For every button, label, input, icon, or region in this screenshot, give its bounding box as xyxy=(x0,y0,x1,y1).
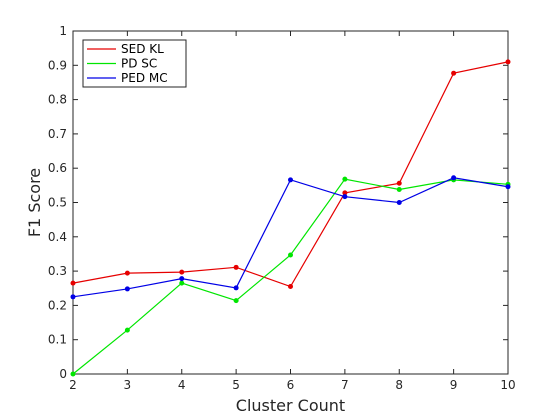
plot-frame xyxy=(72,30,509,375)
data-point xyxy=(505,59,511,65)
x-axis-label: Cluster Count xyxy=(236,396,345,415)
data-point xyxy=(124,270,130,276)
data-point xyxy=(70,294,76,300)
y-tick-label: 0.3 xyxy=(48,264,67,278)
y-tick-label: 0 xyxy=(59,367,67,381)
series-sed-kl xyxy=(70,59,511,290)
legend-label: SED KL xyxy=(121,42,164,56)
y-tick-label: 0.5 xyxy=(48,196,67,210)
data-point xyxy=(233,285,239,291)
y-tick-label: 0.6 xyxy=(48,161,67,175)
ticks-layer: 0 0.1 0.2 0.3 0.4 0.5 0.6 0.7 0.8 0.9 1 2 3 4 5 6 7 8 9 10 xyxy=(48,24,516,392)
x-tick-label: 5 xyxy=(232,378,240,392)
data-point xyxy=(451,70,457,76)
data-point xyxy=(342,190,348,196)
data-point xyxy=(396,200,402,205)
y-tick-label: 0.1 xyxy=(48,333,67,347)
x-tick-label: 4 xyxy=(178,378,186,392)
data-point xyxy=(342,194,348,200)
y-tick-label: 0.7 xyxy=(48,127,67,141)
data-point xyxy=(505,184,511,190)
data-point xyxy=(233,298,239,304)
y-tick-label: 0.8 xyxy=(48,93,67,107)
data-point xyxy=(396,180,402,186)
data-point xyxy=(179,276,185,282)
y-tick-label: 1 xyxy=(59,24,67,38)
legend-label: PD SC xyxy=(121,57,157,71)
data-point xyxy=(288,252,293,258)
data-point xyxy=(342,176,348,182)
legend-item: PD SC xyxy=(87,57,157,71)
x-tick-label: 2 xyxy=(69,378,77,392)
data-point xyxy=(451,175,457,181)
data-point xyxy=(233,264,239,270)
x-tick-label: 10 xyxy=(500,378,515,392)
plot-area xyxy=(72,30,509,375)
data-point xyxy=(124,286,130,292)
legend-item: SED KL xyxy=(87,42,164,56)
y-tick-label: 0.2 xyxy=(48,298,67,312)
legend-label: PED MC xyxy=(121,71,168,85)
data-point xyxy=(288,177,293,183)
y-tick-label: 0.4 xyxy=(48,230,67,244)
legend-item: PED MC xyxy=(87,71,168,85)
data-point xyxy=(70,371,76,377)
x-tick-label: 8 xyxy=(395,378,403,392)
data-point xyxy=(179,269,185,275)
series-layer xyxy=(70,59,511,377)
series-ped-mc xyxy=(70,175,511,300)
x-tick-label: 9 xyxy=(450,378,458,392)
data-point xyxy=(70,280,76,286)
data-point xyxy=(124,327,130,333)
data-point xyxy=(288,284,293,290)
y-axis-label: F1 Score xyxy=(25,168,44,237)
data-point xyxy=(396,186,402,192)
data-point xyxy=(179,280,185,286)
x-tick-label: 3 xyxy=(124,378,132,392)
y-tick-label: 0.9 xyxy=(48,58,67,72)
x-tick-label: 6 xyxy=(287,378,295,392)
x-tick-label: 7 xyxy=(341,378,349,392)
